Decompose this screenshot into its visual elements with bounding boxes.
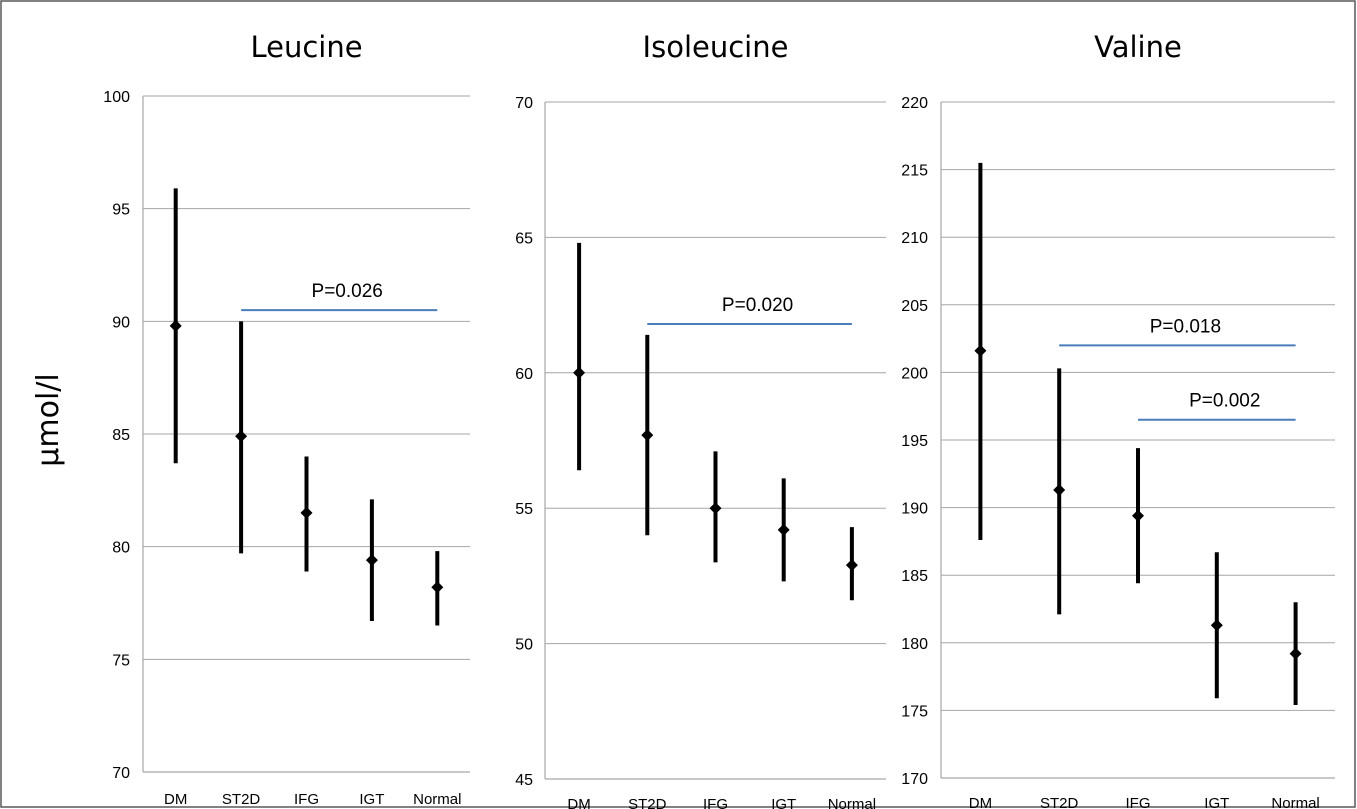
p-value-label: P=0.020 [722, 295, 793, 316]
data-point [974, 344, 987, 357]
data-point [300, 506, 313, 519]
y-tick-label: 60 [515, 366, 533, 383]
x-tick-label: Normal [1271, 795, 1319, 809]
data-point [1053, 484, 1066, 497]
y-tick-label: 90 [112, 314, 130, 331]
data-point [573, 366, 586, 379]
y-tick-label: 80 [112, 540, 130, 557]
x-tick-label: DM [164, 791, 187, 808]
chart-valine: Valine 170 175 180 185 190 195 200 205 210 215 220 D… [901, 30, 1335, 809]
x-tick-label: DM [969, 795, 992, 809]
y-tick-label: 180 [901, 636, 928, 653]
x-tick-label: ST2D [222, 791, 261, 808]
y-tick-label: 220 [901, 95, 928, 112]
data-point [1132, 509, 1144, 522]
y-tick-label: 95 [112, 202, 130, 219]
y-tick-label: 65 [515, 230, 533, 247]
data-point [641, 429, 654, 442]
x-tick-label: IFG [1126, 795, 1151, 809]
data-point [845, 559, 858, 572]
data-point [777, 523, 790, 536]
x-tick-label: IFG [703, 796, 728, 809]
x-tick-label: IFG [294, 791, 319, 808]
y-tick-label: 200 [901, 365, 928, 382]
y-tick-label: 175 [901, 703, 928, 720]
y-tick-label: 45 [515, 772, 533, 789]
chart-title: Isoleucine [643, 30, 789, 64]
chart-title: Valine [1094, 30, 1182, 64]
chart-isoleucine: Isoleucine 45 50 55 60 65 70 DM ST2D IFG IGT Normal… [515, 30, 886, 809]
y-tick-label: 75 [112, 652, 130, 669]
data-point [235, 430, 248, 443]
x-tick-label: ST2D [1040, 795, 1079, 809]
y-tick-label: 50 [515, 637, 533, 654]
p-value-label: P=0.002 [1189, 391, 1260, 412]
y-tick-label: 170 [901, 771, 928, 788]
charts: Leucine 70 75 80 85 90 95 100 DM ST2D IFG IGT Normal… [103, 30, 1335, 809]
y-tick-label: 185 [901, 568, 928, 585]
x-tick-label: Normal [828, 796, 876, 809]
y-tick-label: 195 [901, 433, 928, 450]
x-tick-label: IGT [1204, 795, 1229, 809]
x-tick-label: ST2D [628, 796, 667, 809]
x-tick-label: Normal [413, 791, 461, 808]
y-tick-label: 190 [901, 501, 928, 518]
p-value-label: P=0.026 [312, 281, 383, 302]
data-point [1210, 619, 1223, 632]
y-tick-label: 100 [103, 89, 130, 106]
x-tick-label: IGT [359, 791, 384, 808]
chart-title: Leucine [250, 30, 362, 64]
data-point [169, 319, 182, 332]
y-tick-label: 55 [515, 501, 533, 518]
y-tick-label: 70 [515, 95, 533, 112]
y-tick-label: 85 [112, 427, 130, 444]
data-point [1289, 647, 1302, 660]
y-axis-label: µmol/l [31, 373, 66, 466]
data-point [431, 581, 444, 594]
y-tick-label: 205 [901, 298, 928, 315]
y-tick-label: 210 [901, 230, 928, 247]
x-tick-label: IGT [771, 796, 796, 809]
x-tick-label: DM [567, 796, 590, 809]
data-point [365, 554, 378, 567]
data-point [709, 502, 722, 515]
chart-leucine: Leucine 70 75 80 85 90 95 100 DM ST2D IFG IGT Normal… [103, 30, 470, 808]
p-value-label: P=0.018 [1150, 316, 1221, 337]
y-tick-label: 70 [112, 765, 130, 782]
y-tick-label: 215 [901, 163, 928, 180]
